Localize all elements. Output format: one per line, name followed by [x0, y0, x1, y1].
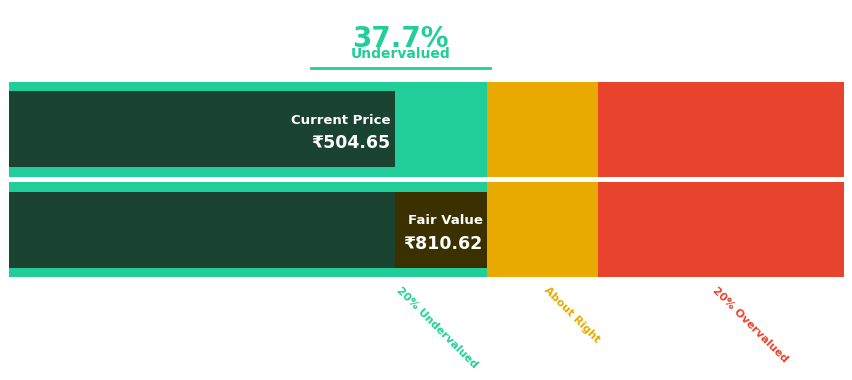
Text: 37.7%: 37.7%	[352, 25, 449, 53]
Text: 20% Overvalued: 20% Overvalued	[710, 285, 789, 364]
Bar	[597, 182, 843, 277]
Bar	[9, 91, 394, 167]
Text: ₹504.65: ₹504.65	[311, 134, 390, 152]
Bar	[394, 192, 486, 268]
Text: Undervalued: Undervalued	[351, 48, 450, 62]
Text: ₹810.62: ₹810.62	[403, 234, 482, 253]
Text: About Right: About Right	[541, 285, 601, 345]
Bar	[597, 82, 843, 177]
Bar	[486, 182, 597, 277]
Bar	[486, 82, 597, 177]
Text: Current Price: Current Price	[291, 114, 390, 127]
Bar	[9, 82, 486, 177]
Bar	[9, 192, 394, 268]
Bar	[9, 182, 486, 277]
Text: 20% Undervalued: 20% Undervalued	[394, 285, 479, 370]
Text: Fair Value: Fair Value	[407, 214, 482, 227]
